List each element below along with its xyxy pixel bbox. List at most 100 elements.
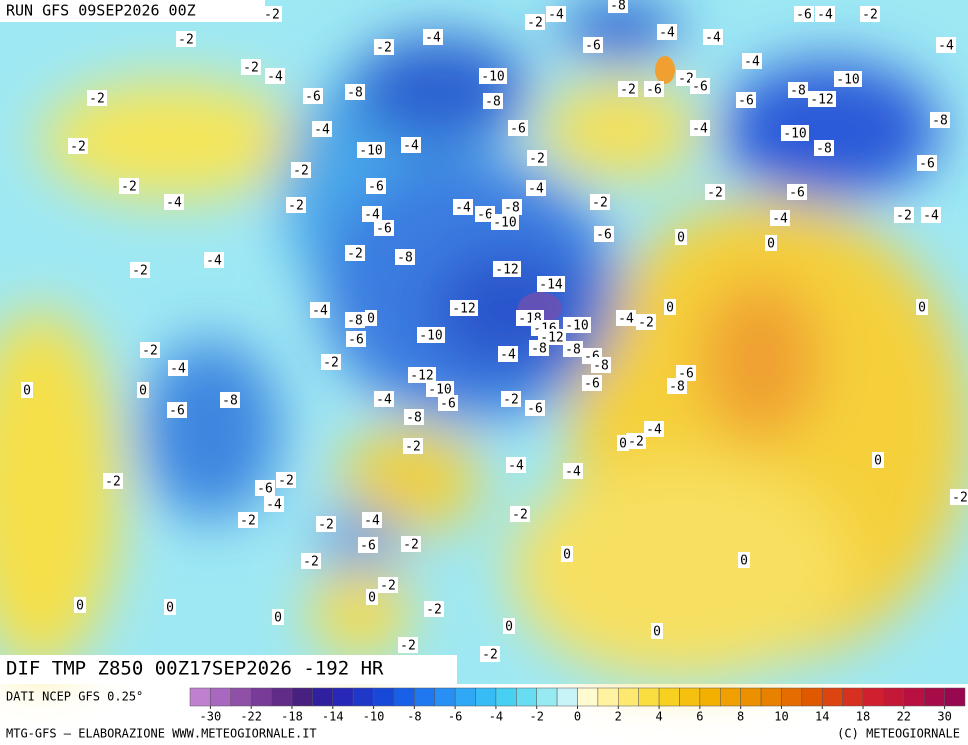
contour-label-box (345, 312, 365, 328)
contour-label-box (401, 137, 421, 153)
contour-label: -2 (529, 152, 545, 167)
contour-label-box (345, 245, 365, 261)
colorbar-tick-label: 18 (856, 710, 870, 724)
contour-label-box (424, 601, 444, 617)
contour-label-box (742, 53, 762, 69)
contour-label: -2 (121, 180, 137, 195)
contour-label-box (537, 276, 565, 292)
colorbar-swatch (679, 687, 701, 707)
contour-label: -2 (678, 72, 694, 87)
colorbar-swatch (944, 687, 966, 707)
colorbar-swatch (516, 687, 537, 707)
contour-label-box (794, 6, 814, 22)
colorbar-swatch (740, 687, 762, 707)
run-box (0, 0, 265, 22)
contour-label-box (657, 24, 677, 40)
contour-label-box (483, 93, 503, 109)
contour-label-box (137, 382, 149, 398)
contour-label-box (365, 310, 377, 326)
contour-label-box (168, 360, 188, 376)
contour-label: -6 (585, 39, 601, 54)
contour-label-box (291, 162, 311, 178)
contour-label: -4 (500, 348, 516, 363)
colorbar-swatch (475, 687, 497, 707)
contour-label: 0 (166, 601, 174, 616)
contour-label-box (676, 365, 696, 381)
contour-label-box (438, 395, 458, 411)
contour-label: -6 (376, 222, 392, 237)
contour-label-box (345, 84, 365, 100)
contour-label-box (21, 382, 33, 398)
colorbar-tick-label: 10 (774, 710, 788, 724)
contour-label: -2 (862, 8, 878, 23)
contour-label: -2 (482, 648, 498, 663)
contour-label: -4 (938, 39, 954, 54)
contour-label: -8 (669, 380, 685, 395)
contour-label-box (738, 552, 750, 568)
contour-label-box (770, 210, 790, 226)
contour-label-box (675, 229, 687, 245)
contour-label: -2 (278, 474, 294, 489)
colorbar-swatch (454, 687, 476, 707)
contour-label-box (703, 29, 723, 45)
contour-label-box (450, 300, 478, 316)
contour-label: -6 (348, 333, 364, 348)
contour-label-box (301, 553, 321, 569)
contour-label-box (525, 400, 545, 416)
contour-label-box (167, 402, 187, 418)
colorbar-swatch (332, 687, 354, 707)
contour-label: -4 (376, 393, 392, 408)
contour-label-box (480, 646, 500, 662)
colorbar-swatch (536, 687, 558, 707)
contour-label: -2 (527, 16, 543, 31)
contour-label-box (787, 184, 807, 200)
contour-label-box (404, 409, 424, 425)
contour-label-box (526, 180, 546, 196)
contour-label: -2 (638, 316, 654, 331)
contour-label-box (788, 82, 808, 98)
contour-label-box (636, 314, 656, 330)
colorbar-swatch (373, 687, 395, 707)
contour-label-box (453, 199, 473, 215)
contour-label-box (563, 341, 583, 357)
colorbar-swatch (230, 687, 252, 707)
contour-label-box (475, 206, 495, 222)
contour-label: -6 (510, 122, 526, 137)
contour-label: -8 (610, 0, 626, 14)
contour-label-box (527, 150, 547, 166)
colorbar-tick-label: -10 (363, 710, 385, 724)
contour-label-box (130, 262, 150, 278)
contour-label: 0 (23, 384, 31, 399)
colorbar-swatch (434, 687, 456, 707)
contour-label-box (255, 480, 275, 496)
contour-label: -4 (705, 31, 721, 46)
colorbar-swatch (210, 687, 232, 707)
colorbar-tick-label: 22 (897, 710, 911, 724)
contour-label-box (525, 14, 545, 30)
colorbar-swatch (250, 687, 272, 707)
contour-label: -10 (419, 329, 442, 344)
contour-label: -6 (596, 228, 612, 243)
colorbar-swatch (760, 687, 782, 707)
source-label: DATI NCEP GFS 0.25° (6, 690, 143, 704)
contour-label: -2 (952, 491, 968, 506)
colorbar-swatch (842, 687, 864, 707)
contour-label: -12 (452, 302, 475, 317)
contour-label: -2 (707, 186, 723, 201)
contour-label: -6 (368, 180, 384, 195)
contour-label: -12 (495, 263, 518, 278)
map-title: DIF TMP Z850 00Z17SEP2026 -192 HR (6, 658, 384, 680)
contour-label-box (508, 120, 528, 136)
contour-label: 0 (139, 384, 147, 399)
contour-label: -6 (738, 94, 754, 109)
contour-label-box (501, 391, 521, 407)
contour-label: -4 (692, 122, 708, 137)
contour-label: -8 (222, 394, 238, 409)
colorbar-swatch (658, 687, 680, 707)
contour-label: -4 (364, 208, 380, 223)
contour-label: -4 (528, 182, 544, 197)
contour-label-box (362, 206, 382, 222)
contour-label: 0 (918, 301, 926, 316)
contour-label: 0 (740, 554, 748, 569)
contour-label: -2 (403, 538, 419, 553)
